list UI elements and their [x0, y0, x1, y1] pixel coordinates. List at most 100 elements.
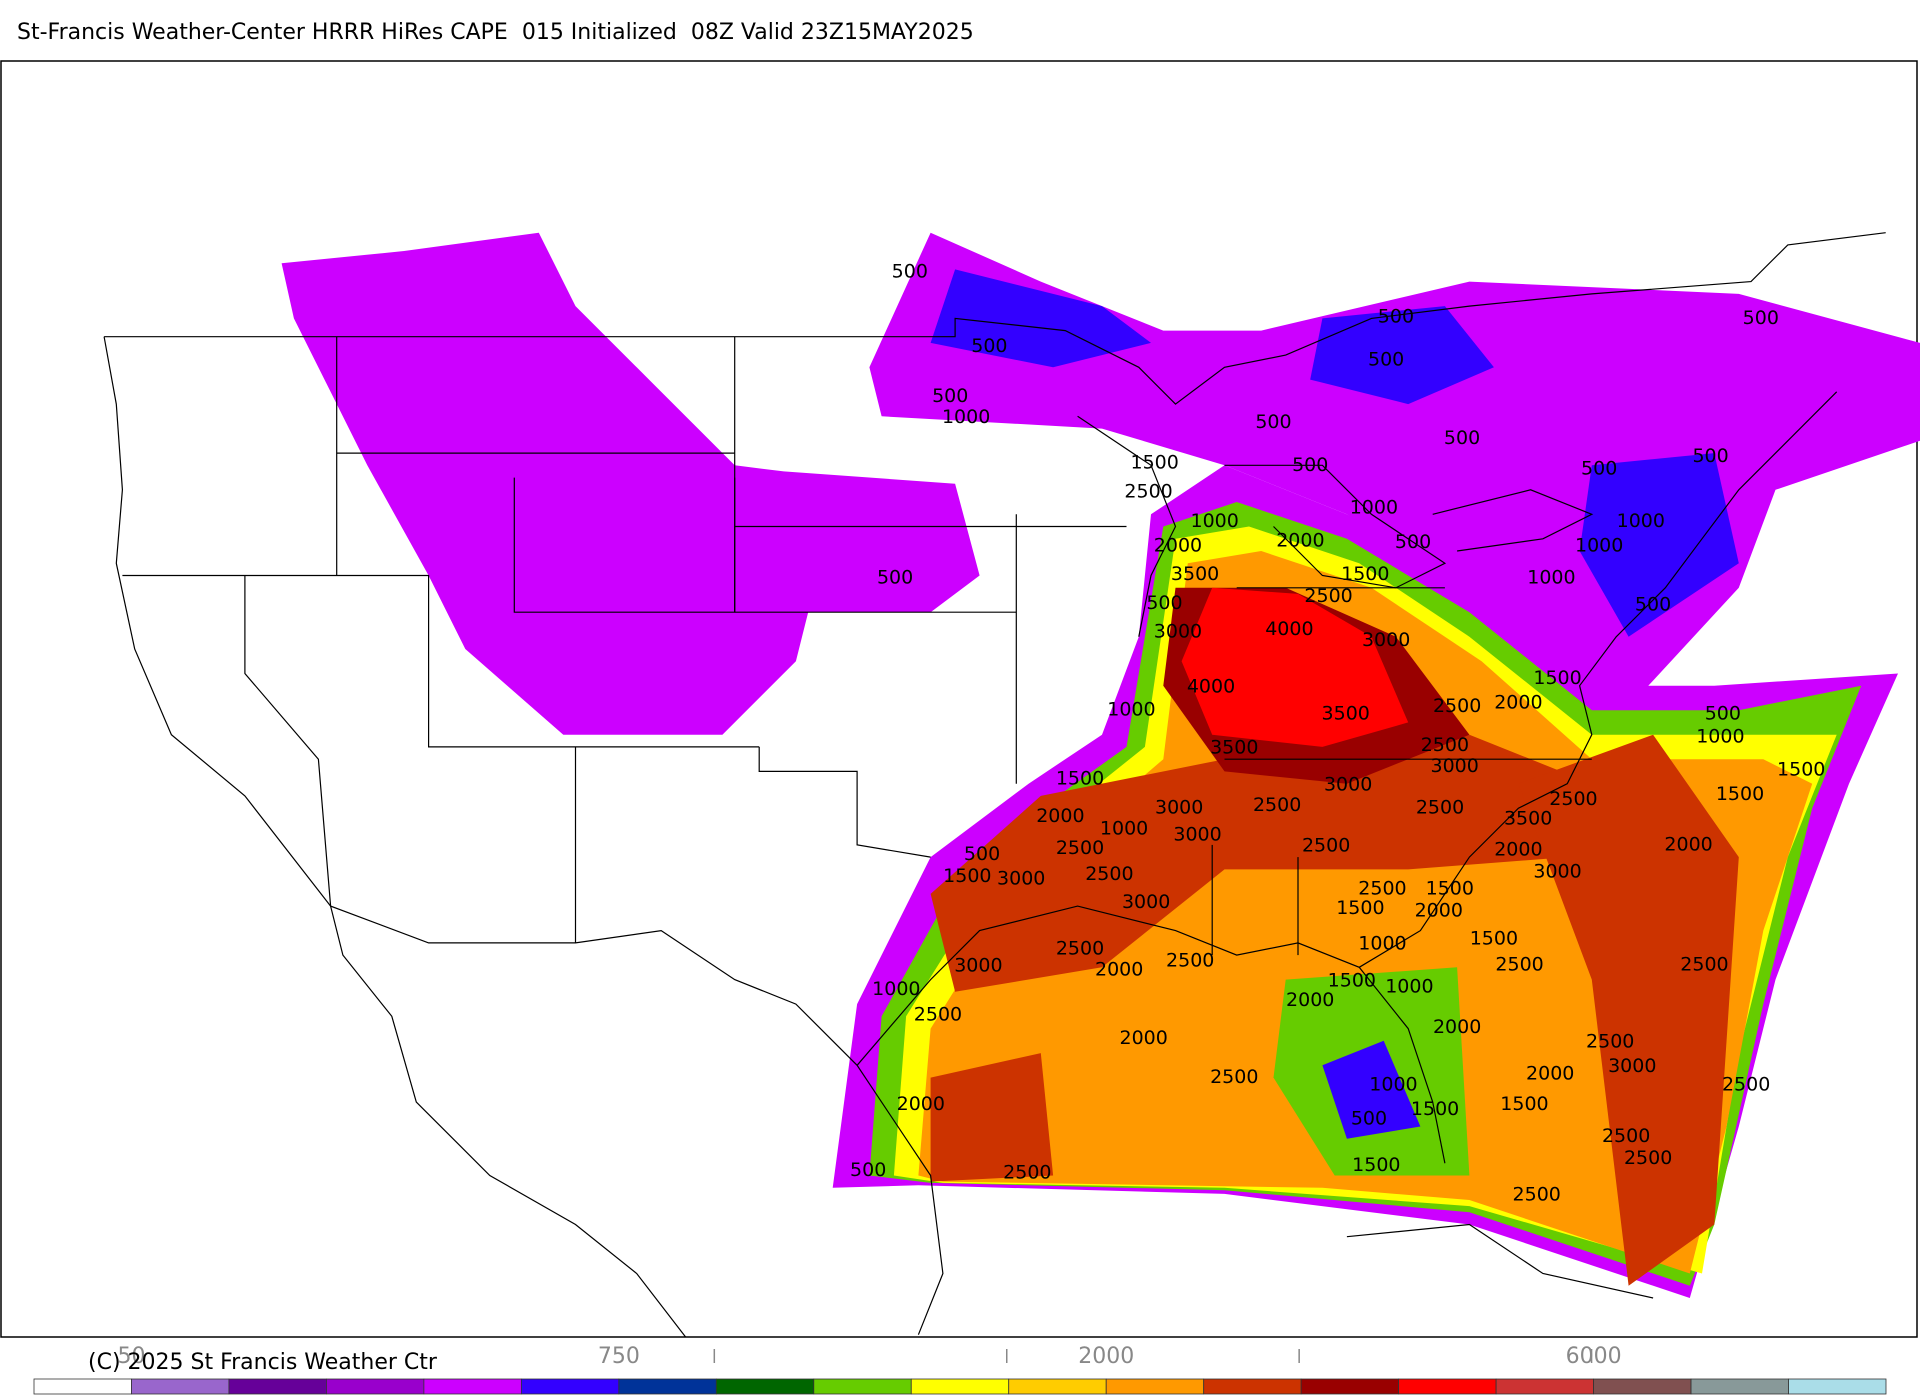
colorbar-swatch [1300, 1378, 1400, 1395]
contour-label: 1500 [1470, 928, 1518, 950]
contour-label: 500 [1255, 411, 1291, 433]
contour-label: 3000 [1324, 773, 1372, 795]
colorbar-swatch [715, 1378, 815, 1395]
contour-label: 2500 [1056, 937, 1104, 959]
contour-label: 1000 [1100, 817, 1148, 839]
contour-label: 1000 [1107, 699, 1155, 721]
cape-region [1181, 587, 1409, 747]
contour-label: 2000 [897, 1093, 945, 1115]
contour-label: 1500 [1352, 1154, 1400, 1176]
contour-label: 1000 [1527, 566, 1575, 588]
contour-label: 1500 [1341, 563, 1389, 585]
contour-label: 3000 [1533, 860, 1581, 882]
contour-label: 500 [1292, 454, 1328, 476]
cape-region [1518, 734, 1739, 1286]
contour-label: 500 [850, 1159, 886, 1181]
colorbar-swatch [1105, 1378, 1205, 1395]
colorbar-swatch [910, 1378, 1010, 1395]
contour-label: 1500 [1131, 451, 1179, 473]
contour-label: 500 [1705, 702, 1741, 724]
contour-label: 3000 [1154, 620, 1202, 642]
contour-label: 2500 [1549, 788, 1597, 810]
boundary-line [1077, 415, 1177, 637]
contour-label: 3000 [1122, 891, 1170, 913]
colorbar-swatch [33, 1378, 132, 1395]
contour-label: 1000 [1191, 510, 1239, 532]
contour-label: 2500 [1495, 953, 1543, 975]
contour-label: 2500 [1680, 953, 1728, 975]
contour-label: 1000 [1575, 535, 1623, 557]
cape-region [930, 269, 1151, 368]
contour-label: 3500 [1210, 737, 1258, 759]
colorbar-swatch [1008, 1378, 1107, 1395]
colorbar-label: 2000 [1078, 1344, 1134, 1369]
colorbar: 50 750 2000 6000 [33, 1344, 1887, 1395]
contour-label: 500 [1378, 306, 1414, 328]
contour-label: 3000 [1608, 1055, 1656, 1077]
contour-label: 1000 [1369, 1073, 1417, 1095]
contour-label: 2000 [1664, 833, 1712, 855]
contour-label: 1000 [1358, 933, 1406, 955]
contour-label: 1500 [1426, 877, 1474, 899]
boundary-line [856, 905, 1446, 1164]
contour-label: 2500 [1124, 481, 1172, 503]
contour-label: 1500 [1500, 1093, 1548, 1115]
contour-label: 1500 [1777, 759, 1825, 781]
cape-region [1579, 453, 1739, 637]
contour-label: 2500 [1624, 1147, 1672, 1169]
contour-label: 2500 [1416, 797, 1464, 819]
boundary-line [104, 232, 1886, 405]
contour-label: 2000 [1036, 805, 1084, 827]
title: St-Francis Weather-Center HRRR HiRes CAP… [17, 20, 974, 45]
colorbar-label: 750 [598, 1344, 640, 1369]
contour-label: 2500 [1421, 734, 1469, 756]
boundary-line [758, 746, 931, 858]
cape-fields [281, 232, 1920, 1298]
contour-label: 500 [1743, 307, 1779, 329]
contour-label: 1000 [1696, 726, 1744, 748]
contour-label: 1000 [1350, 497, 1398, 519]
contour-label: 500 [1692, 445, 1728, 467]
colorbar-swatch [1593, 1378, 1692, 1395]
contour-label: 1000 [872, 978, 920, 1000]
colorbar-swatch [1203, 1378, 1302, 1395]
contour-label: 2000 [1494, 838, 1542, 860]
contour-label: 2500 [1602, 1125, 1650, 1147]
contour-label: 3500 [1322, 702, 1370, 724]
colorbar-swatch [423, 1378, 522, 1395]
contour-label: 2000 [1095, 958, 1143, 980]
contour-label: 500 [1146, 592, 1182, 614]
contour-label: 1500 [1328, 969, 1376, 991]
contour-label: 2500 [1056, 837, 1104, 859]
copyright: (C) 2025 St Francis Weather Ctr [88, 1350, 438, 1375]
colorbar-swatch [1690, 1378, 1789, 1395]
colorbar-swatch [228, 1378, 327, 1395]
contour-label: 500 [971, 335, 1007, 357]
contour-label: 2500 [1003, 1162, 1051, 1184]
boundary-line [330, 905, 687, 1338]
boundary-line [1224, 464, 1447, 589]
contour-label: 2500 [1253, 794, 1301, 816]
colorbar-swatch [520, 1378, 620, 1395]
boundary-line [244, 575, 332, 907]
contour-label: 3000 [1431, 755, 1479, 777]
contour-label: 500 [1581, 457, 1617, 479]
cape-region [918, 551, 1813, 1274]
colorbar-swatch [1495, 1378, 1594, 1395]
colorbar-swatch [1398, 1378, 1497, 1395]
contour-label: 2000 [1433, 1016, 1481, 1038]
colorbar-label: 6000 [1566, 1344, 1622, 1369]
contour-label: 3500 [1504, 808, 1552, 830]
cape-region [930, 734, 1592, 992]
contour-label: 500 [892, 260, 928, 282]
contour-label: 2000 [1286, 989, 1334, 1011]
contour-label: 1000 [1617, 510, 1665, 532]
cape-region [1322, 1040, 1421, 1139]
contour-label: 500 [1635, 593, 1671, 615]
contour-label: 500 [1368, 349, 1404, 371]
contour-label: 1500 [1533, 667, 1581, 689]
contour-label: 1500 [1336, 897, 1384, 919]
